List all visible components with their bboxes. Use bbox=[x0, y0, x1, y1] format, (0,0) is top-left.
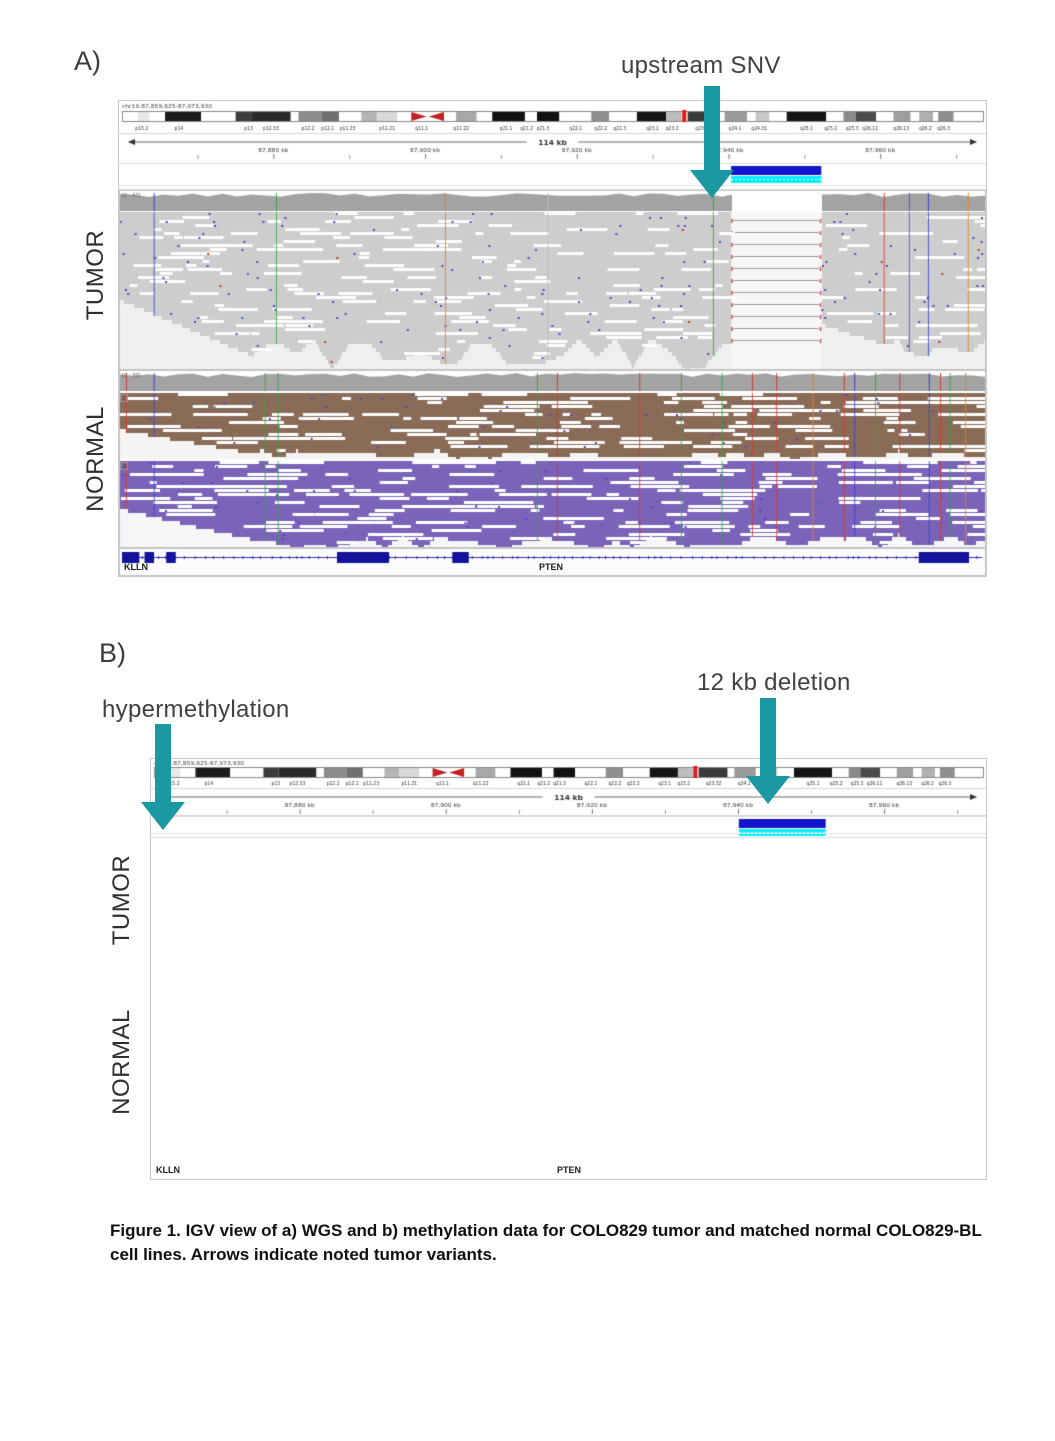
igv-canvas-methylation bbox=[151, 759, 986, 1179]
gene-label-pten-a: PTEN bbox=[539, 562, 564, 572]
igv-canvas-wgs bbox=[119, 101, 986, 576]
annotation-hypermethylation: hypermethylation bbox=[102, 696, 290, 723]
track-label-normal-b: NORMAL bbox=[108, 1009, 135, 1115]
track-label-normal-a: NORMAL bbox=[82, 406, 109, 512]
annotation-12kb-deletion: 12 kb deletion bbox=[697, 669, 851, 696]
gene-label-pten-b: PTEN bbox=[557, 1165, 582, 1175]
upstream-snv-arrow-icon bbox=[690, 86, 734, 198]
gene-label-klln-b: KLLN bbox=[156, 1165, 180, 1175]
deletion-arrow-icon bbox=[746, 698, 790, 804]
hypermethylation-arrow-icon bbox=[141, 724, 185, 830]
igv-panel-b: KLLN PTEN bbox=[150, 758, 987, 1180]
track-label-tumor-a: TUMOR bbox=[82, 229, 109, 321]
figure-caption: Figure 1. IGV view of a) WGS and b) meth… bbox=[110, 1221, 982, 1264]
panel-b-label: B) bbox=[99, 638, 126, 668]
igv-panel-a: KLLN PTEN bbox=[118, 100, 987, 577]
track-label-tumor-b: TUMOR bbox=[108, 854, 135, 946]
annotation-upstream-snv: upstream SNV bbox=[621, 52, 781, 79]
panel-a-label: A) bbox=[74, 46, 101, 76]
gene-label-klln-a: KLLN bbox=[124, 562, 148, 572]
